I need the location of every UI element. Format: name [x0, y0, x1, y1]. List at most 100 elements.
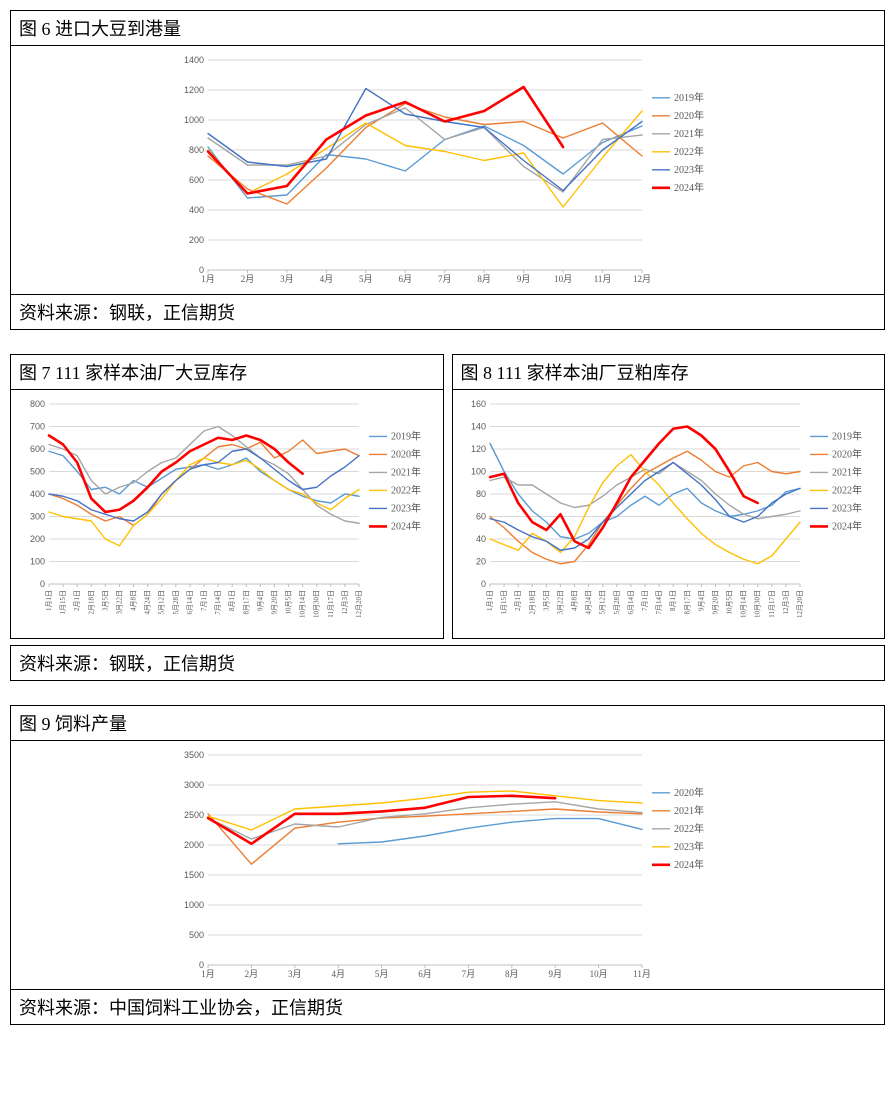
svg-text:12月20日: 12月20日	[355, 590, 363, 618]
svg-text:2月: 2月	[240, 274, 254, 284]
svg-text:11月: 11月	[593, 274, 611, 284]
svg-text:1月15日: 1月15日	[500, 590, 508, 615]
figure-6-title: 图 6 进口大豆到港量	[11, 11, 884, 46]
svg-text:2021年: 2021年	[832, 465, 862, 478]
svg-text:5月: 5月	[374, 969, 388, 979]
svg-text:8月: 8月	[505, 969, 519, 979]
svg-text:3月22日: 3月22日	[115, 590, 123, 615]
svg-text:4月24日: 4月24日	[143, 590, 151, 615]
svg-text:2023年: 2023年	[391, 501, 421, 514]
svg-text:0: 0	[40, 579, 45, 589]
svg-text:3月5日: 3月5日	[101, 590, 109, 611]
svg-text:2020年: 2020年	[674, 786, 704, 799]
svg-text:5月28日: 5月28日	[613, 590, 621, 615]
svg-text:2022年: 2022年	[391, 483, 421, 496]
svg-text:1月: 1月	[201, 969, 215, 979]
svg-text:1400: 1400	[183, 55, 203, 65]
svg-text:600: 600	[30, 444, 45, 454]
svg-text:200: 200	[188, 235, 203, 245]
svg-text:11月17日: 11月17日	[768, 590, 776, 618]
svg-text:2000: 2000	[183, 840, 203, 850]
svg-text:2023年: 2023年	[674, 840, 704, 853]
svg-text:2022年: 2022年	[674, 145, 704, 158]
svg-text:2024年: 2024年	[674, 181, 704, 194]
svg-text:5月12日: 5月12日	[599, 590, 607, 615]
svg-text:2500: 2500	[183, 810, 203, 820]
svg-text:6月14日: 6月14日	[186, 590, 194, 615]
svg-text:1000: 1000	[183, 115, 203, 125]
svg-text:1月1日: 1月1日	[45, 590, 53, 611]
svg-text:11月17日: 11月17日	[327, 590, 335, 618]
svg-text:8月1日: 8月1日	[669, 590, 677, 611]
svg-text:2021年: 2021年	[674, 127, 704, 140]
svg-text:4月24日: 4月24日	[585, 590, 593, 615]
svg-text:100: 100	[30, 557, 45, 567]
figure-8-chart: 0204060801001201401601月1日1月15日2月1日2月18日3…	[453, 390, 885, 638]
figure-8-panel: 图 8 111 家样本油厂豆粕库存 0204060801001201401601…	[452, 354, 886, 639]
svg-text:140: 140	[471, 422, 486, 432]
svg-text:9月4日: 9月4日	[698, 590, 706, 611]
svg-text:8月17日: 8月17日	[242, 590, 250, 615]
svg-text:6月: 6月	[418, 969, 432, 979]
svg-text:9月: 9月	[516, 274, 530, 284]
svg-text:500: 500	[188, 930, 203, 940]
svg-text:10月5日: 10月5日	[284, 590, 292, 615]
svg-text:40: 40	[476, 534, 486, 544]
svg-text:4月8日: 4月8日	[571, 590, 579, 611]
svg-text:10月: 10月	[554, 274, 572, 284]
svg-text:10月5日: 10月5日	[726, 590, 734, 615]
svg-text:8月17日: 8月17日	[684, 590, 692, 615]
svg-text:6月14日: 6月14日	[627, 590, 635, 615]
svg-text:2019年: 2019年	[391, 429, 421, 442]
svg-text:2019年: 2019年	[674, 91, 704, 104]
svg-text:60: 60	[476, 512, 486, 522]
figure-9-title: 图 9 饲料产量	[11, 706, 884, 741]
svg-text:3000: 3000	[183, 780, 203, 790]
svg-text:2020年: 2020年	[674, 109, 704, 122]
svg-text:2024年: 2024年	[832, 519, 862, 532]
svg-text:12月3日: 12月3日	[341, 590, 349, 615]
svg-text:800: 800	[30, 399, 45, 409]
svg-text:2022年: 2022年	[674, 822, 704, 835]
svg-text:400: 400	[188, 205, 203, 215]
svg-text:2023年: 2023年	[674, 163, 704, 176]
svg-text:9月20日: 9月20日	[270, 590, 278, 615]
svg-text:120: 120	[471, 444, 486, 454]
figure-7-title: 图 7 111 家样本油厂大豆库存	[11, 355, 443, 390]
figure-7-chart: 01002003004005006007008001月1日1月15日2月1日2月…	[11, 390, 443, 638]
svg-text:3月: 3月	[288, 969, 302, 979]
svg-text:160: 160	[471, 399, 486, 409]
svg-text:2021年: 2021年	[391, 465, 421, 478]
svg-text:80: 80	[476, 489, 486, 499]
figure-6-panel: 图 6 进口大豆到港量 02004006008001000120014001月2…	[10, 10, 885, 330]
svg-text:100: 100	[471, 467, 486, 477]
svg-text:7月1日: 7月1日	[641, 590, 649, 611]
figure-8-title: 图 8 111 家样本油厂豆粕库存	[453, 355, 885, 390]
svg-text:10月14日: 10月14日	[298, 590, 306, 618]
svg-text:0: 0	[481, 579, 486, 589]
svg-text:3月22日: 3月22日	[557, 590, 565, 615]
svg-text:8月1日: 8月1日	[228, 590, 236, 611]
svg-text:7月: 7月	[461, 969, 475, 979]
svg-text:12月20日: 12月20日	[796, 590, 804, 618]
svg-text:4月8日: 4月8日	[129, 590, 137, 611]
svg-text:6月: 6月	[398, 274, 412, 284]
svg-text:2020年: 2020年	[832, 447, 862, 460]
svg-text:7月1日: 7月1日	[200, 590, 208, 611]
svg-text:12月: 12月	[632, 274, 650, 284]
svg-text:5月28日: 5月28日	[172, 590, 180, 615]
svg-text:7月14日: 7月14日	[214, 590, 222, 615]
svg-text:10月14日: 10月14日	[740, 590, 748, 618]
svg-text:3月5日: 3月5日	[543, 590, 551, 611]
svg-text:9月20日: 9月20日	[712, 590, 720, 615]
svg-text:2020年: 2020年	[391, 447, 421, 460]
svg-text:4月: 4月	[331, 969, 345, 979]
svg-text:600: 600	[188, 175, 203, 185]
svg-text:4月: 4月	[319, 274, 333, 284]
svg-text:7月14日: 7月14日	[655, 590, 663, 615]
svg-text:300: 300	[30, 512, 45, 522]
svg-text:12月3日: 12月3日	[782, 590, 790, 615]
svg-text:10月30日: 10月30日	[312, 590, 320, 618]
svg-text:2019年: 2019年	[832, 429, 862, 442]
svg-text:1月: 1月	[201, 274, 215, 284]
